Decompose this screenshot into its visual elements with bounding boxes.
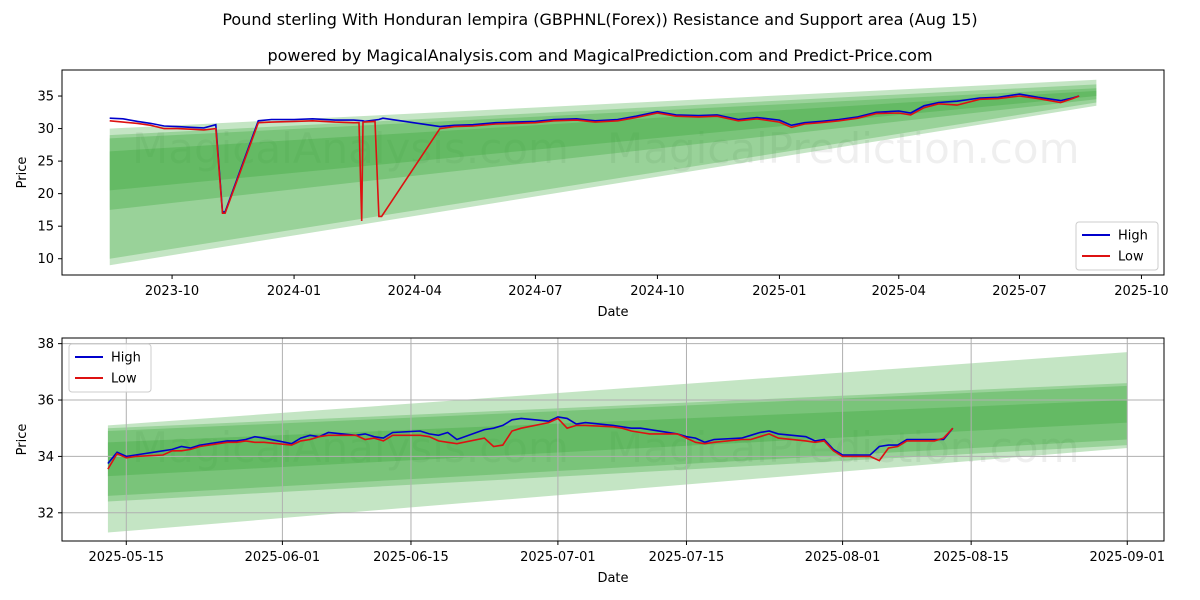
y-tick-label: 15 <box>37 220 54 235</box>
y-tick-label: 36 <box>37 394 54 409</box>
series-line-low <box>107 417 954 470</box>
legend-label-low: Low <box>111 372 137 387</box>
band-4 <box>107 400 1128 477</box>
watermark-text: MagicalAnalysis.com <box>132 423 569 472</box>
x-tick-label: 2025-10 <box>1114 284 1168 299</box>
x-tick-label: 2025-04 <box>872 284 926 299</box>
x-tick-label: 2025-01 <box>752 284 806 299</box>
y-tick-label: 32 <box>37 506 54 521</box>
x-tick-label: 2025-07-15 <box>649 550 725 565</box>
x-tick-label: 2025-07-01 <box>520 550 596 565</box>
x-tick-label: 2024-10 <box>630 284 684 299</box>
chart-subtitle: powered by MagicalAnalysis.com and Magic… <box>267 46 933 65</box>
y-tick-label: 20 <box>37 187 54 202</box>
series-line-high <box>107 416 954 465</box>
x-tick-label: 2024-07 <box>508 284 562 299</box>
band-2 <box>109 84 1097 259</box>
x-tick-label: 2024-01 <box>267 284 321 299</box>
x-tick-label: 2025-09-01 <box>1089 550 1165 565</box>
support-resistance-bands <box>107 352 1128 533</box>
chart-title: Pound sterling With Honduran lempira (GB… <box>222 10 978 29</box>
chart-panel-2: MagicalAnalysis.com MagicalPrediction.com… <box>15 337 1165 586</box>
watermark-text: MagicalPrediction.com <box>607 124 1080 173</box>
x-axis-label: Date <box>597 571 628 586</box>
x-axis-label: Date <box>597 305 628 320</box>
band-4 <box>109 90 1097 191</box>
y-axis-label: Price <box>15 424 30 456</box>
y-tick-label: 10 <box>37 252 54 267</box>
x-tick-label: 2025-06-15 <box>373 550 449 565</box>
y-tick-label: 35 <box>37 90 54 105</box>
x-tick-label: 2024-04 <box>388 284 442 299</box>
legend-label-high: High <box>1118 229 1148 244</box>
y-tick-label: 30 <box>37 122 54 137</box>
band-3 <box>107 385 1128 496</box>
x-tick-label: 2025-07 <box>992 284 1046 299</box>
x-tick-label: 2025-06-01 <box>245 550 321 565</box>
band-1 <box>109 79 1097 266</box>
chart-panel-1: MagicalAnalysis.com MagicalPrediction.com… <box>15 69 1169 320</box>
x-tick-label: 2023-10 <box>145 284 199 299</box>
legend: High Low <box>1075 221 1159 271</box>
y-axis-label: Price <box>15 157 30 189</box>
y-tick-label: 25 <box>37 155 54 170</box>
plot-frame <box>61 337 1165 542</box>
x-tick-label: 2025-08-01 <box>805 550 881 565</box>
y-tick-label: 38 <box>37 337 54 352</box>
legend: High Low <box>68 343 152 393</box>
y-tick-label: 34 <box>37 450 54 465</box>
series-line-low <box>109 95 1080 222</box>
watermark-text: MagicalAnalysis.com <box>132 124 569 173</box>
legend-label-low: Low <box>1118 250 1144 265</box>
legend-label-high: High <box>111 351 141 366</box>
band-2 <box>107 383 1128 502</box>
series-line-high <box>109 93 1080 213</box>
plot-frame <box>61 69 1165 276</box>
x-tick-label: 2025-05-15 <box>89 550 165 565</box>
watermark-text: MagicalPrediction.com <box>607 423 1080 472</box>
band-1 <box>107 352 1128 533</box>
x-tick-label: 2025-08-15 <box>933 550 1009 565</box>
